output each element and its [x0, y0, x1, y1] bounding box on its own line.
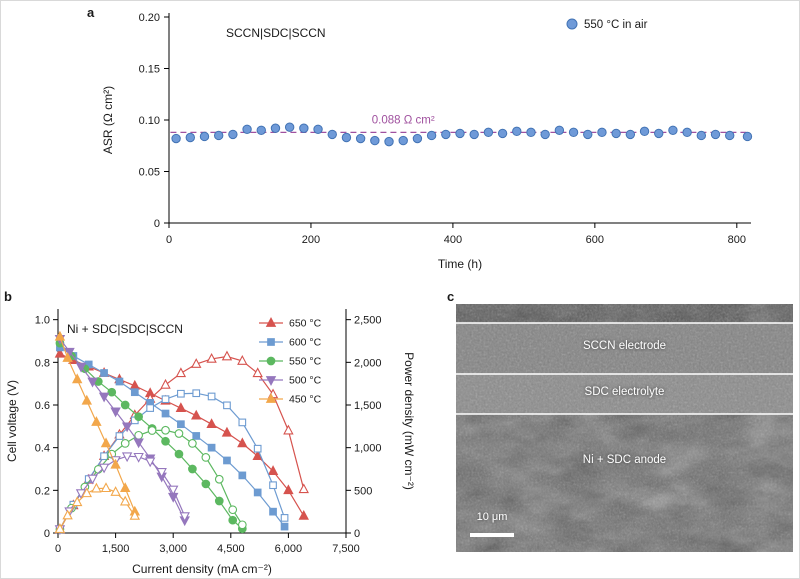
panel-b-label: b	[4, 289, 12, 304]
svg-text:1,500: 1,500	[102, 543, 130, 555]
svg-text:550 °C: 550 °C	[289, 356, 322, 368]
svg-text:0.10: 0.10	[139, 115, 160, 127]
sem-label-sdc-electrolyte: SDC electrolyte	[584, 386, 665, 398]
svg-text:4,500: 4,500	[217, 543, 245, 555]
svg-text:800: 800	[728, 234, 746, 246]
sem-label-ni-sdc-anode: Ni + SDC anode	[582, 454, 667, 466]
svg-text:Time (h): Time (h)	[438, 257, 482, 271]
svg-text:6,000: 6,000	[275, 543, 303, 555]
svg-text:Cell voltage (V): Cell voltage (V)	[5, 380, 19, 462]
svg-text:Current density (mA cm⁻²): Current density (mA cm⁻²)	[132, 562, 272, 576]
svg-text:1,500: 1,500	[354, 400, 382, 412]
svg-text:0.8: 0.8	[35, 357, 50, 369]
scalebar	[470, 533, 514, 537]
sem-label-sccn-electrode: SCCN electrode	[582, 340, 667, 352]
panel-c-label: c	[447, 289, 455, 304]
svg-text:3,000: 3,000	[159, 543, 187, 555]
svg-text:1,000: 1,000	[354, 443, 382, 455]
svg-text:Power density (mW cm⁻²): Power density (mW cm⁻²)	[402, 352, 416, 490]
svg-text:0: 0	[166, 234, 172, 246]
svg-text:400: 400	[444, 234, 462, 246]
svg-text:650 °C: 650 °C	[289, 318, 322, 330]
svg-text:450 °C: 450 °C	[289, 394, 322, 406]
svg-text:2,500: 2,500	[354, 315, 382, 327]
svg-text:0.088 Ω cm²: 0.088 Ω cm²	[372, 114, 435, 126]
sem-micrograph: SCCN electrode SDC electrolyte Ni + SDC …	[456, 304, 793, 552]
svg-text:2,000: 2,000	[354, 357, 382, 369]
svg-text:600: 600	[586, 234, 604, 246]
svg-text:0: 0	[55, 543, 61, 555]
panel-a-label: a	[87, 5, 95, 20]
svg-text:500 °C: 500 °C	[289, 375, 322, 387]
svg-text:600 °C: 600 °C	[289, 337, 322, 349]
svg-text:0: 0	[44, 528, 50, 540]
svg-text:0: 0	[354, 528, 360, 540]
svg-text:0.05: 0.05	[139, 167, 160, 179]
svg-text:500: 500	[354, 485, 372, 497]
svg-text:0.20: 0.20	[139, 12, 160, 24]
svg-text:200: 200	[302, 234, 320, 246]
svg-text:Ni + SDC|SDC|SCCN: Ni + SDC|SDC|SCCN	[67, 322, 183, 336]
svg-text:0.6: 0.6	[35, 400, 50, 412]
svg-text:0.4: 0.4	[35, 443, 50, 455]
svg-text:ASR (Ω cm²): ASR (Ω cm²)	[101, 86, 115, 154]
iv-power-chart: 0 1,500 3,000 4,500 6,000 7,500 0 0.2 0.4 0.6 0.8 1…	[5, 309, 416, 576]
scalebar-label: 10 μm	[476, 511, 508, 523]
svg-text:SCCN|SDC|SCCN: SCCN|SDC|SCCN	[226, 26, 326, 40]
sem-texture-image	[456, 304, 793, 552]
svg-text:7,500: 7,500	[332, 543, 360, 555]
svg-text:1.0: 1.0	[35, 315, 50, 327]
svg-text:0.15: 0.15	[139, 64, 160, 76]
asr-stability-chart: 0 200 400 600 800 0 0.05 0.10 0.15 0.20 Time (h) AS…	[101, 12, 753, 271]
svg-text:0.2: 0.2	[35, 485, 50, 497]
svg-text:550 °C in air: 550 °C in air	[584, 19, 648, 31]
svg-text:0: 0	[154, 218, 160, 230]
